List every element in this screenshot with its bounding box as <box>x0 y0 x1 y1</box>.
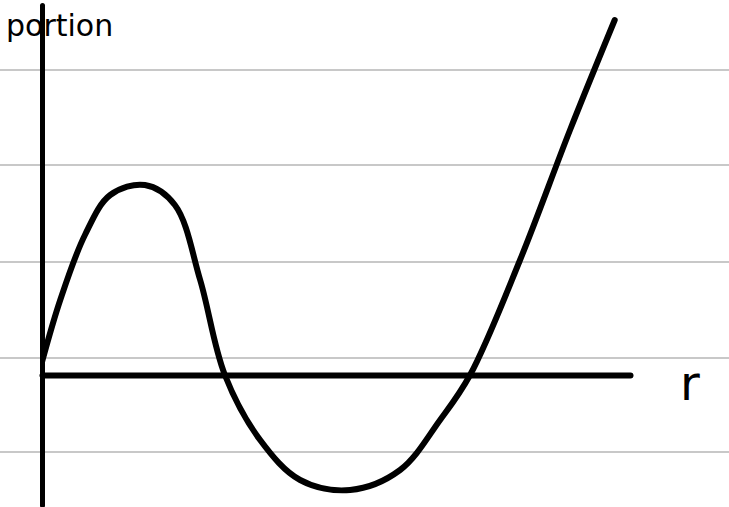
y-axis-title: portion <box>6 8 113 43</box>
y-axis-line <box>40 6 45 506</box>
x-axis-line <box>43 373 631 379</box>
chart: portion r <box>0 0 729 507</box>
ruled-line <box>0 451 729 453</box>
curve <box>42 20 615 490</box>
ruled-lines <box>0 70 729 452</box>
x-axis-title: r <box>680 355 700 411</box>
ruled-line <box>0 69 729 71</box>
y-axis <box>42 6 43 506</box>
ruled-line <box>0 357 729 359</box>
ruled-line <box>0 164 729 166</box>
ruled-line <box>0 261 729 263</box>
x-axis <box>43 375 631 376</box>
plot-area <box>42 20 615 490</box>
